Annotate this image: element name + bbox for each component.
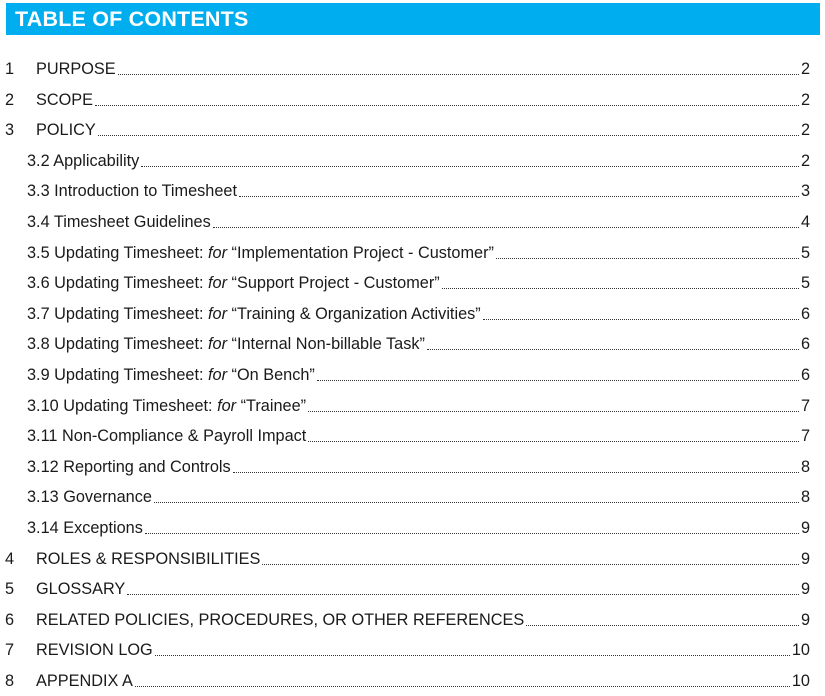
toc-entry-title: 3.14 Exceptions	[27, 519, 143, 537]
toc-entry-title: ROLES & RESPONSIBILITIES	[36, 549, 261, 568]
dot-leader	[95, 104, 799, 106]
toc-entry-title: REVISION LOG	[36, 641, 153, 660]
toc-entry[interactable]: 3.12 Reporting and Controls 8	[27, 455, 810, 477]
toc-entry[interactable]: 3.14 Exceptions 9	[27, 516, 810, 538]
dot-leader	[154, 655, 790, 657]
toc-entry[interactable]: 6 RELATED POLICIES, PROCEDURES, OR OTHER …	[5, 608, 810, 630]
toc-entry-page: 2	[800, 60, 810, 78]
dot-leader	[262, 563, 799, 565]
dot-leader	[426, 349, 799, 351]
toc-entry-page: 9	[800, 610, 810, 629]
toc-entry[interactable]: 8 APPENDIX A 10	[5, 669, 810, 691]
toc-entry-title: APPENDIX A	[36, 672, 133, 690]
toc-entry[interactable]: 2 SCOPE 2	[5, 88, 810, 110]
toc-entry-number: 5	[5, 580, 15, 599]
toc-entry-page: 6	[800, 366, 810, 384]
dot-leader	[238, 196, 799, 198]
toc-entry-title: 3.12 Reporting and Controls	[27, 457, 231, 476]
toc-entry[interactable]: 3.4 Timesheet Guidelines 4	[27, 210, 810, 232]
toc-entry-title: 3.4 Timesheet Guidelines	[27, 213, 211, 231]
dot-leader	[134, 686, 790, 687]
dot-leader	[232, 471, 799, 473]
toc-entry[interactable]: 3.10 Updating Timesheet: for “Trainee” 7	[27, 394, 810, 416]
toc-entry-page: 2	[800, 90, 810, 109]
toc-entry-number: 6	[5, 610, 15, 629]
dot-leader	[495, 257, 799, 259]
toc-entry-page: 5	[800, 274, 810, 293]
toc-entry[interactable]: 7 REVISION LOG 10	[5, 638, 810, 660]
dot-leader	[212, 227, 799, 228]
toc-entry[interactable]: 3.9 Updating Timesheet: for “On Bench” 6	[27, 363, 810, 385]
toc-entry-page: 7	[800, 427, 810, 446]
toc-entry-title-italic: for	[208, 243, 228, 262]
toc-entry-page: 6	[800, 304, 810, 323]
toc-entry-page: 10	[791, 672, 810, 690]
toc-entry-page: 3	[800, 182, 810, 201]
dot-leader	[526, 624, 799, 626]
toc-entry-page: 8	[800, 457, 810, 476]
dot-leader	[127, 594, 799, 596]
toc-entry-title-italic: for	[208, 366, 228, 384]
dot-leader	[153, 502, 799, 504]
dot-leader	[308, 441, 799, 443]
toc-entry-page: 2	[800, 151, 810, 170]
dot-leader	[308, 410, 799, 412]
toc-entry-number: 7	[5, 641, 15, 660]
dot-leader	[316, 380, 799, 381]
toc-entry-title: 3.7 Updating Timesheet: for “Training & …	[27, 304, 481, 323]
toc-entry-number: 1	[5, 60, 15, 78]
dot-leader	[144, 533, 799, 534]
toc-entry-page: 4	[800, 213, 810, 231]
toc-entry-title: 3.3 Introduction to Timesheet	[27, 182, 237, 201]
toc-entry[interactable]: 3.13 Governance 8	[27, 485, 810, 507]
toc-entry-title: 3.9 Updating Timesheet: for “On Bench”	[27, 366, 315, 384]
dot-leader	[441, 288, 799, 290]
toc-entry-page: 10	[791, 641, 810, 660]
toc-entry-title-italic: for	[208, 304, 228, 323]
toc-entry-title-italic: for	[208, 335, 228, 354]
toc-entry-number: 8	[5, 672, 15, 690]
toc-entry-page: 9	[800, 549, 810, 568]
dot-leader	[97, 135, 799, 137]
toc-entry-page: 9	[800, 519, 810, 537]
toc-entry[interactable]: 3.6 Updating Timesheet: for “Support Pro…	[27, 271, 810, 293]
toc-entry-page: 5	[800, 243, 810, 262]
toc-entry-page: 8	[800, 488, 810, 507]
toc-entry[interactable]: 3 POLICY 2	[5, 118, 810, 140]
toc-entry[interactable]: 1 PURPOSE 2	[5, 57, 810, 79]
toc-entry-page: 7	[800, 396, 810, 415]
toc-entry[interactable]: 5 GLOSSARY 9	[5, 577, 810, 599]
toc-entry[interactable]: 3.8 Updating Timesheet: for “Internal No…	[27, 332, 810, 354]
toc-entry-page: 6	[800, 335, 810, 354]
toc-entry-number: 2	[5, 90, 15, 109]
toc-entry-title: 3.8 Updating Timesheet: for “Internal No…	[27, 335, 425, 354]
toc-entry[interactable]: 3.11 Non-Compliance & Payroll Impact 7	[27, 424, 810, 446]
toc-entry-number: 4	[5, 549, 15, 568]
toc-entry-title: RELATED POLICIES, PROCEDURES, OR OTHER R…	[36, 610, 525, 629]
toc-entry-title: 3.6 Updating Timesheet: for “Support Pro…	[27, 274, 440, 293]
dot-leader	[117, 74, 799, 75]
toc-entry-title-italic: for	[217, 396, 237, 415]
toc-entry-title: 3.5 Updating Timesheet: for “Implementat…	[27, 243, 494, 262]
toc-entry-title: 3.10 Updating Timesheet: for “Trainee”	[27, 396, 307, 415]
toc-entry-title: POLICY	[36, 121, 96, 140]
toc-heading: TABLE OF CONTENTS	[6, 3, 820, 35]
toc-entry[interactable]: 3.2 Applicability 2	[27, 149, 810, 171]
toc-entry[interactable]: 3.5 Updating Timesheet: for “Implementat…	[27, 241, 810, 263]
toc-entry-title: GLOSSARY	[36, 580, 126, 599]
toc-entry-title: 3.13 Governance	[27, 488, 152, 507]
toc-entry-page: 9	[800, 580, 810, 599]
toc-entry[interactable]: 4 ROLES & RESPONSIBILITIES 9	[5, 547, 810, 569]
toc-entry-title: 3.11 Non-Compliance & Payroll Impact	[27, 427, 307, 446]
toc-entry-number: 3	[5, 121, 15, 140]
toc-entry-title: SCOPE	[36, 90, 94, 109]
dot-leader	[141, 165, 799, 167]
toc-entry-title: PURPOSE	[36, 60, 116, 78]
toc-entry[interactable]: 3.3 Introduction to Timesheet 3	[27, 179, 810, 201]
toc-entry-title-italic: for	[208, 274, 228, 293]
toc-entry[interactable]: 3.7 Updating Timesheet: for “Training & …	[27, 302, 810, 324]
toc-entry-page: 2	[800, 121, 810, 140]
toc-entry-title: 3.2 Applicability	[27, 151, 140, 170]
dot-leader	[482, 318, 799, 320]
